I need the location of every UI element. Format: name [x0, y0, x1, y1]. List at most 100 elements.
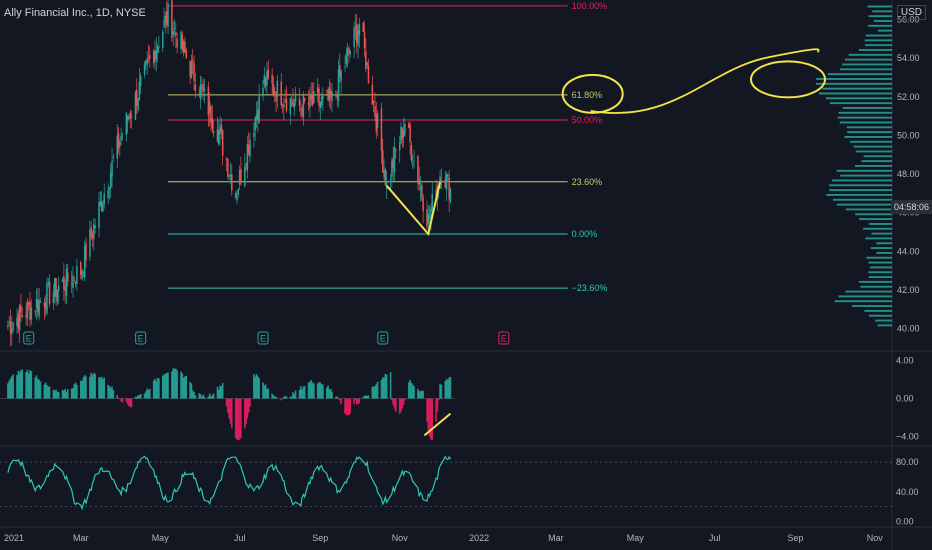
histogram-bar [121, 398, 124, 403]
candle [283, 104, 285, 108]
volume-profile-bar [815, 82, 892, 85]
candlestick-series [7, 0, 452, 347]
histogram-bar [190, 383, 193, 399]
symbol-title: Ally Financial Inc., 1D, NYSE [4, 7, 146, 19]
candle [191, 60, 194, 62]
candle [37, 299, 39, 312]
price-axis-tick: 48.00 [897, 169, 920, 179]
volume-profile-bar [834, 300, 892, 303]
histogram-bar [201, 396, 203, 399]
candle [152, 50, 155, 64]
histogram-bar [303, 386, 306, 399]
candle [430, 208, 432, 220]
candle [385, 181, 388, 189]
histogram-bar [447, 379, 449, 399]
candle [355, 24, 358, 43]
histogram-bar [419, 391, 422, 399]
candle [280, 81, 282, 106]
candle [254, 117, 256, 131]
price-axis-tick: 44.00 [897, 246, 920, 256]
volume-profile-bar [844, 135, 892, 138]
histogram-bar [85, 376, 87, 399]
candle [271, 74, 273, 84]
candle [418, 179, 420, 185]
candle [7, 325, 9, 328]
histogram-bar [337, 398, 340, 400]
histogram-bar [375, 384, 378, 399]
price-axis-tick: 52.00 [897, 92, 920, 102]
volume-profile-bar [876, 242, 892, 245]
histogram-bar [163, 374, 165, 399]
histogram-bar [98, 377, 100, 399]
histogram-bar [154, 378, 156, 399]
candle [246, 144, 249, 170]
histogram-axis: 4.00 0.00 −4.00 [896, 356, 919, 442]
histogram-bar [145, 391, 147, 399]
candle [54, 277, 56, 297]
candle [134, 92, 137, 120]
oscillator-line [7, 455, 452, 511]
candle [257, 109, 259, 121]
candle [94, 225, 96, 229]
histogram-bar [363, 395, 366, 399]
histogram-bar [380, 379, 383, 399]
candle [284, 102, 286, 103]
user-drawings[interactable] [385, 48, 826, 437]
currency-label[interactable]: USD [896, 5, 926, 20]
volume-profile-bar [839, 68, 892, 71]
candle [375, 113, 378, 132]
histogram-bar [173, 368, 176, 399]
candle [240, 168, 242, 183]
candle [39, 300, 42, 303]
candle [292, 98, 294, 106]
histogram-bar [128, 398, 130, 406]
price-axis[interactable]: 56.0054.0052.0050.0048.0046.0044.0042.00… [897, 14, 920, 333]
candle [276, 80, 279, 98]
histogram-bar [83, 375, 86, 399]
histogram-bar [276, 398, 279, 400]
candle [303, 98, 306, 101]
candle [130, 115, 133, 118]
histogram-bar [134, 396, 137, 399]
candle [374, 105, 376, 117]
histogram-bar [430, 398, 432, 440]
fibonacci-retracement[interactable]: 100.00% 61.80% 50.00% 23.60% 0.00% −23.60% [168, 1, 607, 293]
volume-profile-bar [818, 92, 892, 95]
candle [70, 283, 73, 285]
candle [393, 147, 396, 173]
histogram-bar [254, 376, 257, 399]
histogram-bar [76, 384, 78, 399]
time-axis[interactable]: 2021 Mar May Jul Sep Nov 2022 Mar May Jul Sep Nov [4, 533, 883, 543]
candle [207, 86, 210, 116]
volume-profile-bar [871, 232, 892, 235]
histogram-bar [410, 382, 413, 399]
candle [182, 41, 185, 53]
candle [61, 279, 64, 283]
candle [409, 124, 411, 142]
candle [55, 278, 57, 298]
candle [293, 102, 296, 108]
histogram-bar [208, 393, 211, 399]
candle [108, 186, 111, 190]
candle [44, 303, 47, 309]
histogram-bar [275, 396, 277, 399]
histogram-bar [34, 377, 37, 399]
histogram-bar [176, 370, 178, 399]
candle [426, 209, 428, 227]
candle [413, 160, 415, 162]
histogram-bar [66, 389, 69, 399]
histogram-bar [99, 377, 102, 399]
candle [363, 31, 366, 49]
candle [199, 84, 202, 100]
volume-profile-bar [842, 63, 892, 66]
histogram-bar [426, 398, 428, 422]
candle [422, 197, 424, 212]
candle [208, 101, 211, 113]
candle [136, 89, 138, 106]
candle [80, 261, 82, 275]
earnings-marker [498, 331, 510, 345]
candle [102, 203, 104, 212]
histogram-bar [398, 398, 401, 414]
